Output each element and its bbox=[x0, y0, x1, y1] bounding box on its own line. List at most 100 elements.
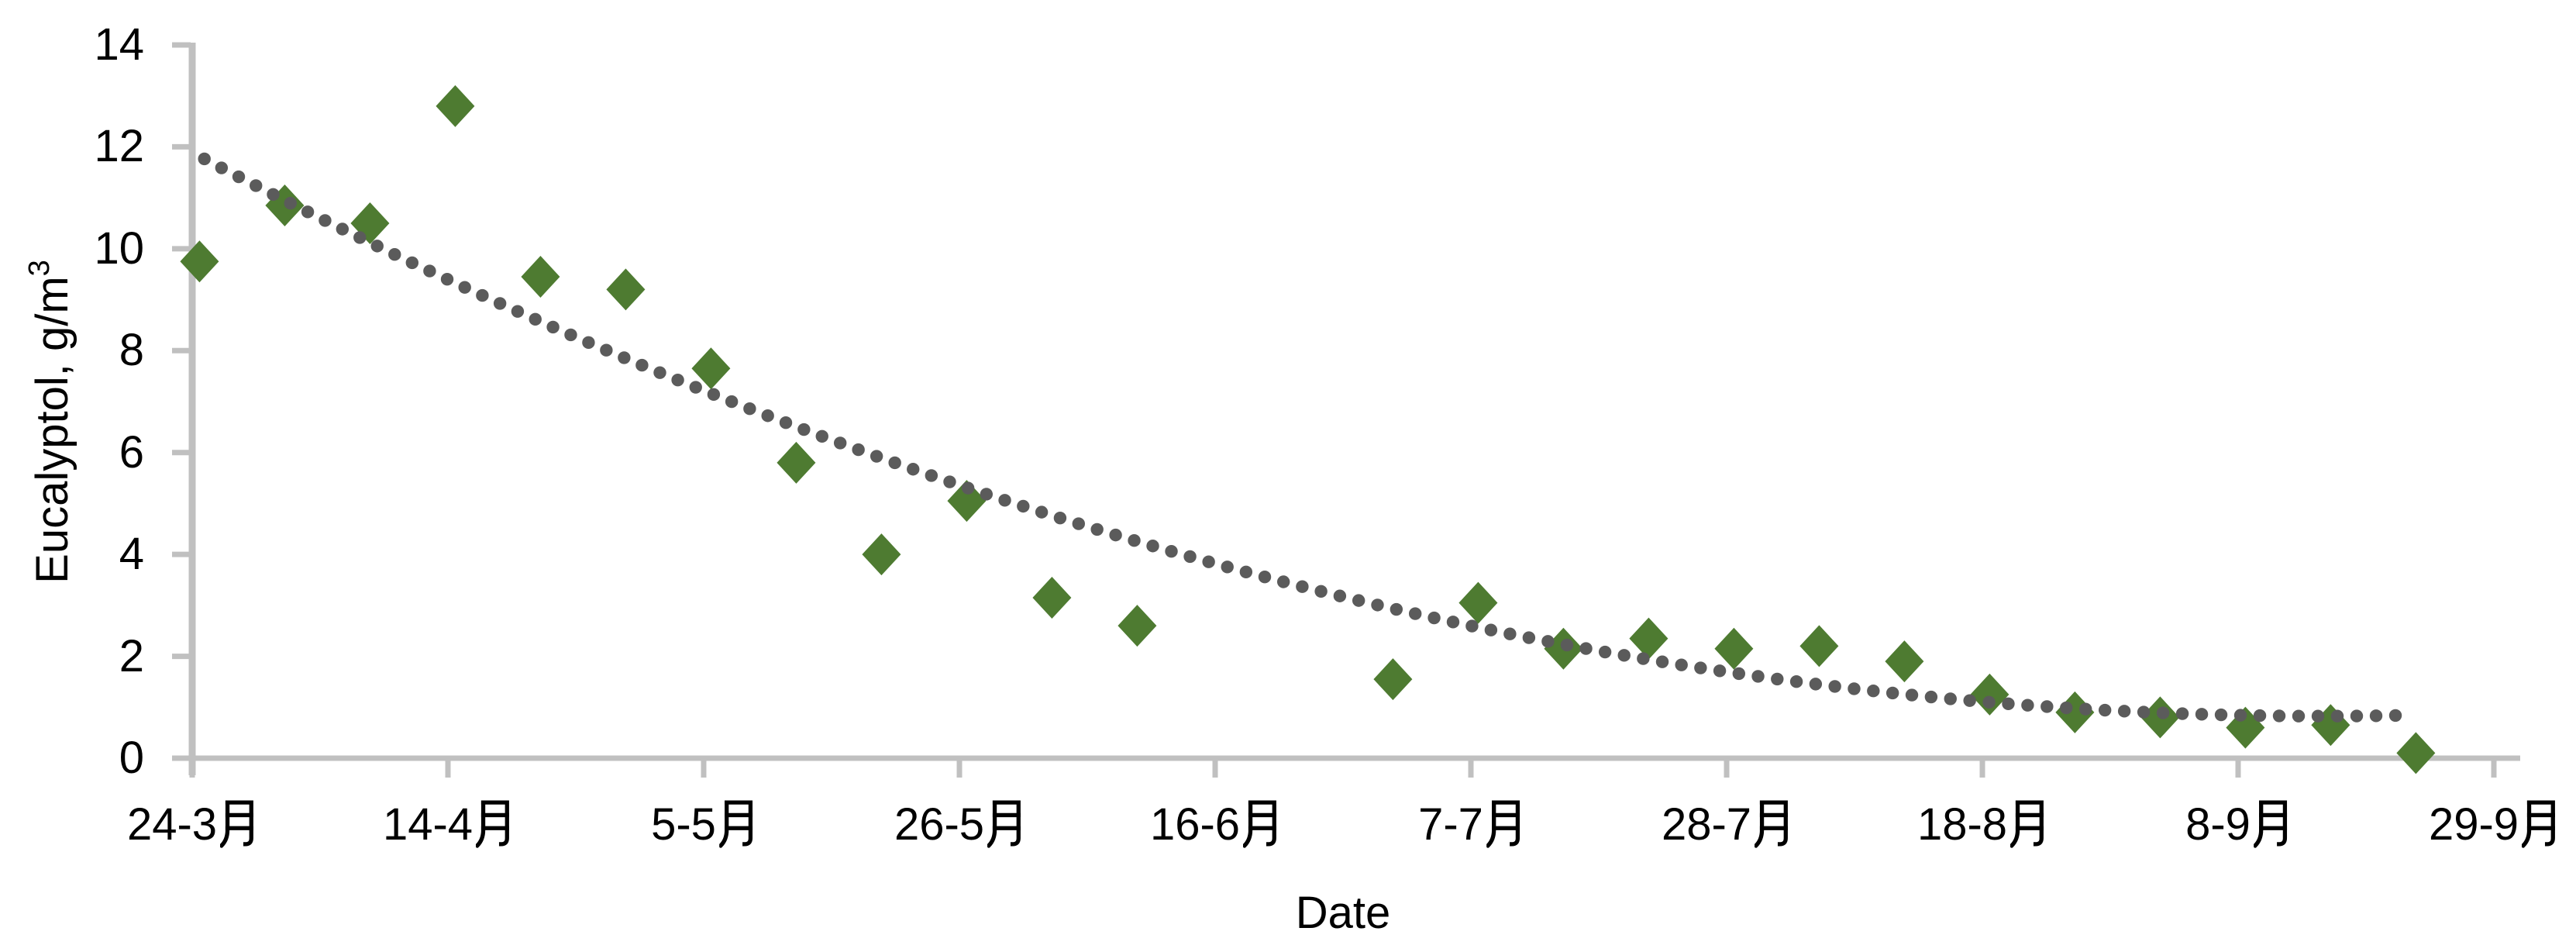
trendline-dot bbox=[1713, 664, 1727, 678]
data-point-marker bbox=[521, 256, 560, 298]
trendline-dot bbox=[1924, 690, 1938, 704]
x-tick-text: 28-7 bbox=[1661, 799, 1752, 850]
trendline-dot bbox=[1296, 580, 1309, 593]
trendline-dot bbox=[405, 256, 419, 270]
x-tick-label: 14-4 bbox=[383, 799, 513, 850]
month-character-glyph bbox=[987, 799, 1025, 848]
trendline-dot bbox=[1732, 667, 1745, 681]
x-tick-text: 29-9 bbox=[2428, 799, 2519, 850]
trendline-dot bbox=[1446, 616, 1460, 629]
trendline-dot bbox=[671, 373, 684, 387]
trendline-dot bbox=[440, 272, 454, 286]
trendline-dot bbox=[2330, 709, 2344, 723]
trendline-dot bbox=[1239, 565, 1253, 579]
data-point-marker bbox=[777, 441, 816, 484]
trendline-dot bbox=[1090, 523, 1104, 536]
trendline-dot bbox=[1598, 645, 1612, 659]
trendline-dot bbox=[1751, 670, 1765, 683]
x-tick-text: 16-6 bbox=[1149, 799, 1241, 850]
month-character-glyph bbox=[476, 799, 513, 848]
trendline-dot bbox=[1072, 517, 1085, 530]
trendline-dot bbox=[1371, 598, 1384, 612]
trendline-dot bbox=[1828, 680, 1841, 693]
trendline-dot bbox=[815, 429, 828, 443]
trendline-dot bbox=[1541, 635, 1555, 648]
trendline-dot bbox=[250, 179, 263, 192]
trendline-dot bbox=[1146, 540, 1159, 553]
x-tick-label: 26-5 bbox=[894, 799, 1025, 850]
y-tick-label: 2 bbox=[119, 630, 144, 681]
x-tick-label: 5-5 bbox=[651, 799, 756, 850]
trendline-dot bbox=[1944, 692, 1957, 705]
data-point-marker bbox=[1885, 640, 1924, 683]
trendline-dot bbox=[2137, 705, 2151, 719]
trendline-dot bbox=[546, 320, 560, 334]
trendline-dot bbox=[1221, 561, 1234, 574]
trendline-dot bbox=[2002, 697, 2015, 710]
trendline-dot bbox=[319, 214, 332, 227]
trendline-dot bbox=[1789, 674, 1803, 688]
trendline-dot bbox=[1905, 688, 1919, 702]
data-series bbox=[180, 85, 2436, 774]
trendline-dot bbox=[980, 488, 994, 501]
trendline-dot bbox=[267, 188, 280, 202]
trendline-dot bbox=[336, 222, 350, 236]
trendline-dot bbox=[1771, 672, 1784, 686]
trendline-dot bbox=[476, 288, 489, 302]
trendline-dot bbox=[888, 456, 901, 470]
trendline-dot bbox=[1867, 685, 1880, 698]
trendline-dot bbox=[1655, 655, 1669, 668]
trendline-dot bbox=[215, 161, 229, 174]
data-point-marker bbox=[606, 268, 646, 311]
data-point-marker bbox=[2396, 732, 2436, 774]
trendline-dot bbox=[423, 264, 436, 278]
trendline-dot bbox=[2117, 705, 2131, 718]
trendline-dot bbox=[761, 409, 774, 423]
trendline-dot bbox=[1617, 649, 1631, 662]
month-character-glyph bbox=[1486, 799, 1524, 848]
trendline-dot bbox=[1035, 505, 1049, 519]
trendline-dot bbox=[2040, 700, 2054, 713]
trendline-dot bbox=[618, 351, 631, 364]
trendline-dot bbox=[388, 248, 401, 261]
trendline-dot bbox=[852, 443, 865, 457]
trendline-dot bbox=[2253, 709, 2267, 723]
data-point-marker bbox=[180, 240, 219, 283]
x-tick-label: 16-6 bbox=[1150, 799, 1280, 850]
trendline-dot bbox=[1053, 511, 1067, 525]
trendline-dot bbox=[1484, 623, 1498, 636]
trendline-dot bbox=[529, 312, 542, 326]
trendline-dot bbox=[653, 366, 666, 379]
trendline-dot bbox=[2369, 709, 2383, 723]
data-point-marker bbox=[1458, 581, 1498, 624]
y-axis-title-text: Eucalyptol, g/m bbox=[27, 276, 77, 584]
data-point-marker bbox=[1629, 617, 1669, 660]
y-tick-label: 6 bbox=[119, 426, 144, 478]
trendline-dot bbox=[600, 343, 613, 357]
trendline-dot bbox=[2292, 709, 2306, 723]
x-tick-text: 26-5 bbox=[894, 799, 985, 850]
trendline-dot bbox=[689, 381, 702, 394]
trendline-dot bbox=[1333, 589, 1347, 602]
trendline-dot bbox=[1694, 661, 1707, 674]
trendline-dot bbox=[1982, 695, 1996, 709]
trendline-dot bbox=[1183, 550, 1197, 564]
x-tick-label: 28-7 bbox=[1662, 799, 1792, 850]
trendline-dot bbox=[779, 416, 793, 429]
x-tick-text: 5-5 bbox=[651, 799, 716, 850]
trendline-dot bbox=[2175, 707, 2189, 720]
month-character-glyph bbox=[719, 799, 756, 848]
month-character-glyph bbox=[220, 799, 257, 848]
trendline-dot bbox=[635, 358, 649, 372]
trendline-dot bbox=[743, 402, 756, 416]
trendline-dot bbox=[870, 450, 883, 463]
trendline-dot bbox=[797, 423, 811, 436]
trendline-dot bbox=[2156, 706, 2170, 719]
x-tick-text: 14-4 bbox=[382, 799, 474, 850]
trendline-dot bbox=[353, 231, 367, 244]
trendline-dot bbox=[1560, 638, 1574, 652]
trendline-dot bbox=[1017, 499, 1030, 513]
trendline-dot bbox=[1579, 642, 1593, 655]
month-character-glyph bbox=[1755, 799, 1792, 848]
